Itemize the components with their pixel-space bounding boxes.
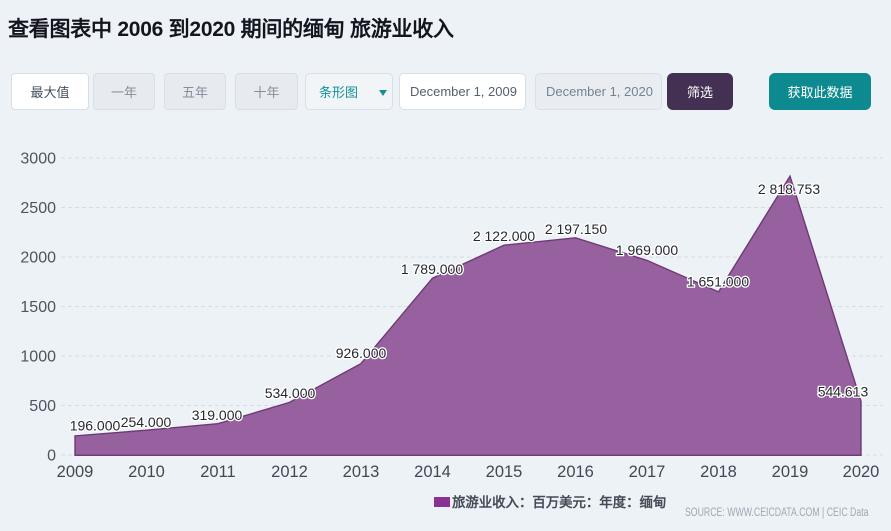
svg-text:0: 0 [47, 448, 56, 465]
svg-text:2014: 2014 [414, 463, 451, 481]
svg-text:2020: 2020 [843, 463, 880, 481]
svg-text:926.000: 926.000 [336, 345, 387, 361]
svg-text:1 651.000: 1 651.000 [687, 274, 749, 290]
svg-text:1000: 1000 [20, 349, 56, 366]
svg-text:2 197.150: 2 197.150 [545, 221, 607, 237]
svg-text:2012: 2012 [271, 463, 308, 481]
svg-text:2011: 2011 [200, 463, 235, 481]
svg-text:319.000: 319.000 [192, 407, 243, 423]
svg-text:2019: 2019 [772, 463, 809, 481]
svg-text:1 789.000: 1 789.000 [401, 261, 463, 277]
svg-text:2015: 2015 [486, 463, 523, 481]
svg-text:2010: 2010 [128, 463, 165, 481]
svg-text:254.000: 254.000 [121, 414, 172, 430]
svg-text:2013: 2013 [343, 463, 380, 481]
svg-text:1 969.000: 1 969.000 [616, 242, 678, 258]
svg-text:196.000: 196.000 [70, 418, 121, 434]
svg-text:2 818.753: 2 818.753 [758, 181, 820, 197]
svg-text:500: 500 [29, 398, 56, 415]
svg-text:1500: 1500 [20, 299, 56, 316]
svg-text:2017: 2017 [629, 463, 666, 481]
svg-text:2 122.000: 2 122.000 [473, 228, 535, 244]
svg-text:534.000: 534.000 [265, 385, 316, 401]
svg-text:2500: 2500 [20, 200, 56, 217]
svg-text:544.613: 544.613 [818, 384, 869, 400]
svg-text:2000: 2000 [20, 250, 56, 267]
svg-text:2018: 2018 [700, 463, 737, 481]
svg-text:2016: 2016 [557, 463, 594, 481]
svg-text:2009: 2009 [57, 463, 94, 481]
svg-text:3000: 3000 [20, 151, 56, 168]
